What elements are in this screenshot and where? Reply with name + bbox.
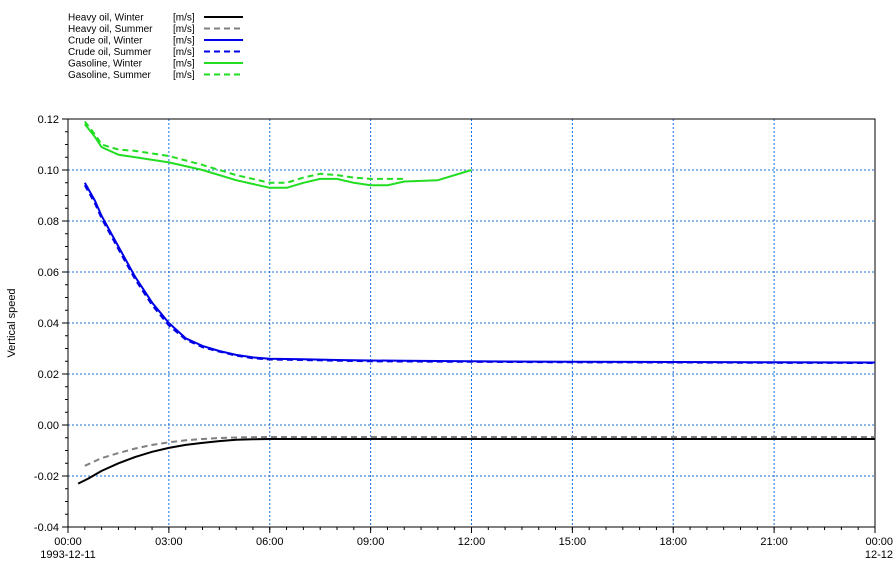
x-tick-label: 21:00 [760,536,788,548]
series-line-1 [84,436,875,467]
y-tick-label: 0.04 [38,318,59,330]
legend-unit: [m/s] [173,47,195,58]
legend-label: Gasoline, Winter [68,59,143,70]
legend-unit: [m/s] [173,13,195,24]
series-line-0 [77,438,875,485]
x-tick-sublabel: 12-12 [865,549,893,561]
y-tick-label: 0.00 [38,420,59,432]
x-tick-label: 00:00 [54,536,82,548]
y-tick-label: -0.04 [34,522,59,534]
x-tick-label: 18:00 [659,536,687,548]
legend-unit: [m/s] [173,70,195,81]
series-line-3 [83,184,876,364]
x-tick-label: 12:00 [458,536,486,548]
x-tick-sublabel: 1993-12-11 [40,549,95,561]
x-tick-label: 15:00 [559,536,587,548]
y-tick-label: 0.02 [38,369,59,381]
legend-unit: [m/s] [173,24,195,35]
legend-unit: [m/s] [173,59,195,70]
x-tick-label: 06:00 [256,536,284,548]
series-line-4 [84,123,472,189]
series-line-5 [84,120,405,184]
legend-label: Heavy oil, Summer [68,24,153,35]
series-line-2 [83,182,876,364]
legend-label: Heavy oil, Winter [68,13,144,24]
x-tick-label: 03:00 [155,536,183,548]
y-tick-label: -0.02 [34,471,59,483]
y-tick-label: 0.08 [38,216,59,228]
y-tick-label: 0.12 [38,114,59,126]
legend-label: Gasoline, Summer [68,70,151,81]
x-tick-label: 00:00 [865,536,893,548]
y-tick-label: 0.10 [38,165,59,177]
x-tick-label: 09:00 [357,536,385,548]
legend-label: Crude oil, Winter [68,36,143,47]
legend-unit: [m/s] [173,36,195,47]
y-axis-label: Vertical speed [6,288,18,357]
y-tick-label: 0.06 [38,267,59,279]
legend-label: Crude oil, Summer [68,47,152,58]
